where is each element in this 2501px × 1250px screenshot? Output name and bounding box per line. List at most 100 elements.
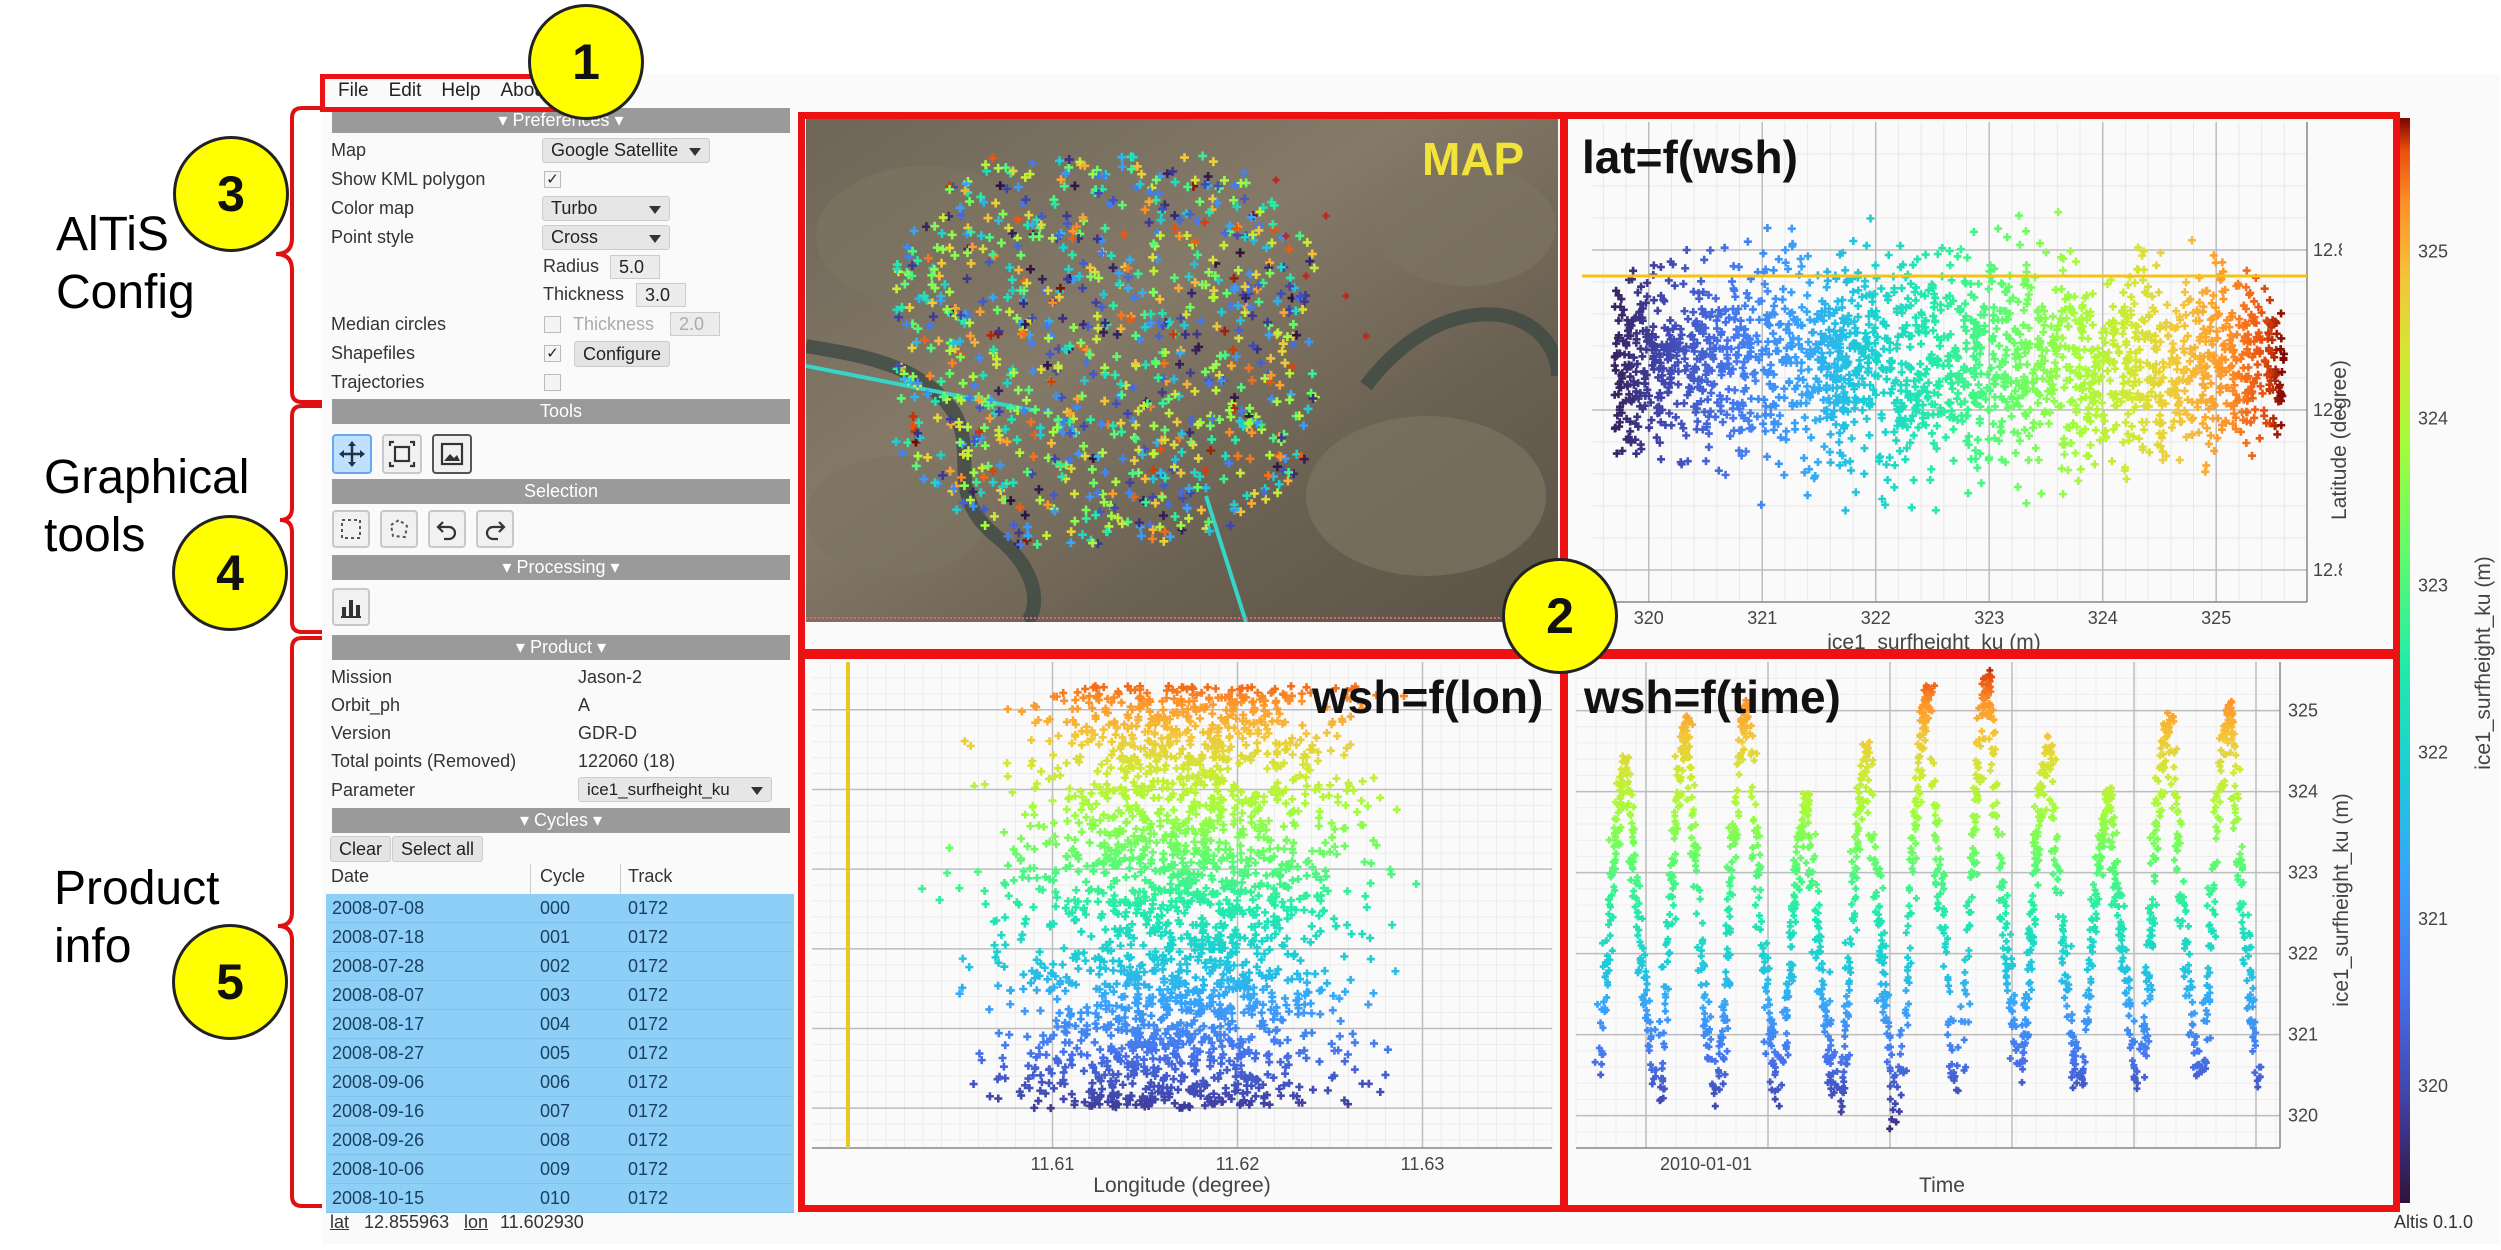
data-point (1114, 268, 1124, 278)
data-point (1271, 684, 1280, 693)
cycle-row[interactable]: 2008-10-15 010 0172 (326, 1184, 794, 1213)
cycle-row[interactable]: 2008-08-27 005 0172 (326, 1039, 794, 1068)
cycle-row[interactable]: 2008-08-07 003 0172 (326, 981, 794, 1010)
kml-checkbox[interactable]: ✓ (544, 171, 561, 188)
image-button[interactable] (432, 434, 472, 474)
data-point (1718, 418, 1727, 427)
map-select[interactable]: Google Satellite (542, 138, 710, 163)
parameter-select[interactable]: ice1_surfheight_ku (578, 777, 772, 802)
data-point (2176, 315, 2185, 324)
data-point (994, 1094, 1003, 1103)
select-all-button[interactable]: Select all (392, 836, 484, 862)
data-point (1929, 312, 1938, 321)
median-checkbox[interactable] (544, 316, 561, 333)
data-point (2030, 365, 2039, 374)
wsh-vs-lon-plot[interactable]: 11.61 11.62 11.63 Longitude (degree) (806, 662, 1558, 1222)
shapefiles-checkbox[interactable]: ✓ (544, 345, 561, 362)
cycle-row[interactable]: 2008-07-08 000 0172 (326, 894, 794, 923)
data-point (1074, 867, 1083, 876)
data-point (1225, 221, 1235, 231)
data-point (1253, 903, 1262, 912)
processing-header[interactable]: ▾ Processing ▾ (332, 555, 790, 580)
data-point (1254, 297, 1264, 307)
data-point (1030, 405, 1040, 415)
data-point (1210, 271, 1220, 281)
map-view[interactable] (806, 116, 1558, 622)
data-point (1159, 536, 1169, 546)
data-point (1193, 250, 1203, 260)
colormap-select[interactable]: Turbo (542, 196, 670, 221)
data-point (979, 504, 989, 514)
data-point (2152, 261, 2161, 270)
data-point (2156, 419, 2165, 428)
tools-header[interactable]: Tools (332, 399, 790, 424)
data-point (1148, 492, 1158, 502)
data-point (1312, 872, 1321, 881)
data-point (1036, 220, 1046, 230)
menu-edit[interactable]: Edit (388, 80, 422, 101)
median-thickness-input[interactable]: 2.0 (670, 312, 720, 336)
histogram-button[interactable] (332, 588, 370, 626)
clear-button[interactable]: Clear (330, 836, 392, 862)
pointstyle-select[interactable]: Cross (542, 225, 670, 250)
data-point (2195, 298, 2204, 307)
product-header[interactable]: ▾ Product ▾ (332, 635, 790, 660)
cycle-row[interactable]: 2008-09-16 007 0172 (326, 1097, 794, 1126)
col-track-header[interactable]: Track (628, 866, 673, 886)
data-point (1781, 246, 1790, 255)
data-point (1088, 453, 1098, 463)
cycle-row[interactable]: 2008-07-18 001 0172 (326, 923, 794, 952)
data-point (1197, 1038, 1206, 1047)
data-point (1735, 446, 1744, 455)
menu-help[interactable]: Help (441, 80, 481, 101)
data-point (2043, 387, 2052, 396)
col-cycle-header[interactable]: Cycle (540, 866, 586, 886)
selection-header[interactable]: Selection (332, 479, 790, 504)
data-point (2057, 464, 2066, 473)
data-point (1793, 315, 1802, 324)
data-point (1903, 294, 1912, 303)
data-point (1612, 286, 1621, 295)
data-point (970, 782, 979, 791)
thickness-input[interactable]: 3.0 (636, 283, 686, 307)
col-date-header[interactable]: Date (331, 866, 370, 886)
cycle-row[interactable]: 2008-07-28 002 0172 (326, 952, 794, 981)
data-point (1078, 283, 1088, 293)
data-point (2014, 297, 2023, 306)
data-point (1163, 905, 1172, 914)
data-point (1975, 360, 1984, 369)
data-point (2044, 419, 2053, 428)
cycle-row[interactable]: 2008-09-06 006 0172 (326, 1068, 794, 1097)
menu-file[interactable]: File (338, 80, 369, 101)
data-point (2277, 309, 2286, 318)
zoom-box-button[interactable] (382, 434, 422, 474)
data-point (2022, 261, 2031, 270)
rect-select-button[interactable] (332, 510, 370, 548)
undo-button[interactable] (428, 510, 466, 548)
data-point (2098, 398, 2107, 407)
data-point (1341, 823, 1350, 832)
cycle-row[interactable]: 2008-09-26 008 0172 (326, 1126, 794, 1155)
cycle-row[interactable]: 2008-10-06 009 0172 (326, 1155, 794, 1184)
data-point (1112, 329, 1122, 339)
pan-icon (339, 441, 365, 467)
cycles-header[interactable]: ▾ Cycles ▾ (332, 808, 790, 833)
radius-input[interactable]: 5.0 (610, 255, 660, 279)
data-point (1626, 417, 1635, 426)
data-point (1088, 538, 1098, 548)
configure-button[interactable]: Configure (574, 341, 671, 367)
pan-button[interactable] (332, 434, 372, 474)
cycle-row[interactable]: 2008-08-17 004 0172 (326, 1010, 794, 1039)
redo-button[interactable] (476, 510, 514, 548)
data-point (1735, 426, 1744, 435)
data-point (1838, 303, 1847, 312)
map-title: MAP (1422, 133, 1525, 185)
data-point (1736, 316, 1745, 325)
trajectories-checkbox[interactable] (544, 374, 561, 391)
data-point (1265, 1100, 1274, 1109)
data-point (1134, 518, 1144, 528)
data-point (1323, 886, 1332, 895)
lasso-select-button[interactable] (380, 510, 418, 548)
data-point (2061, 305, 2070, 314)
